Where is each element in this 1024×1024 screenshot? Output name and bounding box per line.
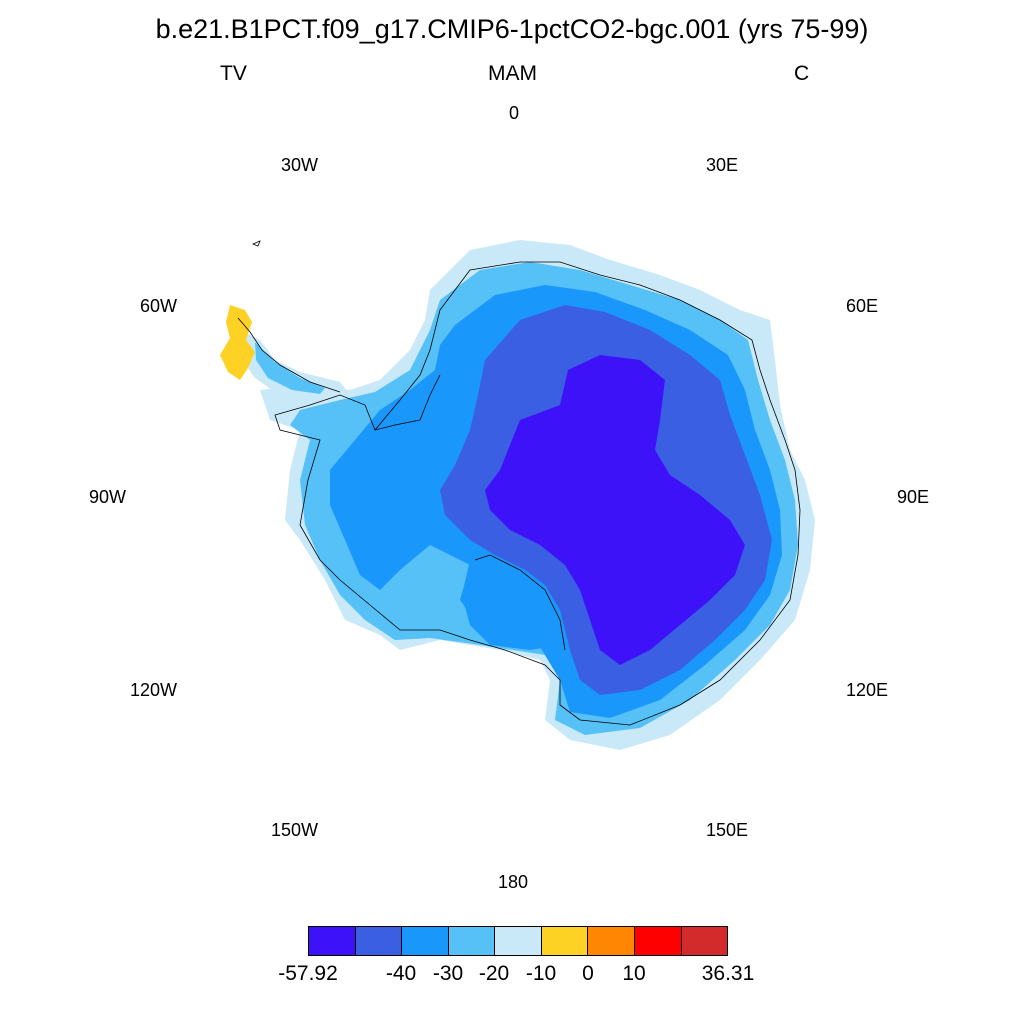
variable-label: TV [220,62,247,85]
lon-label-120e: 120E [846,680,889,700]
lon-label-120w: 120W [130,680,178,700]
lon-label-60e: 60E [846,296,879,316]
lon-label-30e: 30E [706,155,739,175]
lon-label-0: 0 [509,103,520,123]
lon-label-90w: 90W [89,487,127,507]
colorbar-label-max: 36.31 [701,962,755,985]
lon-label-180: 180 [498,872,529,892]
colorbar-box [588,927,635,955]
colorbar-label: 10 [622,962,646,985]
lon-label-60w: 60W [140,296,178,316]
contour-fill-positive-peninsula [220,305,255,380]
units-label: C [794,62,810,85]
colorbar-label: -30 [432,962,464,985]
colorbar-box [309,927,356,955]
colorbar-label-min: -57.92 [278,962,338,985]
colorbar-box [681,927,728,955]
lon-label-150w: 150W [271,820,319,840]
colorbar [308,926,728,956]
season-label: MAM [488,62,537,85]
lon-label-150e: 150E [706,820,749,840]
colorbar-label: 0 [582,962,594,985]
coastline [274,261,801,726]
contour-fill-ross-region [462,560,560,650]
coastline-ronne-ice-shelf [374,374,441,431]
colorbar-box [402,927,449,955]
colorbar-box [495,927,542,955]
lon-label-30w: 30W [281,155,319,175]
plot-title: b.e21.B1PCT.f09_g17.CMIP6-1pctCO2-bgc.00… [155,14,869,44]
coastline-peninsula [237,317,341,393]
colorbar-box [541,927,589,955]
colorbar-label: -40 [385,962,417,985]
colorbar-label: -10 [525,962,557,985]
colorbar-box [634,927,682,955]
colorbar-box [448,927,496,955]
contour-fill-peninsula [240,330,350,400]
lon-label-90e: 90E [897,487,930,507]
coastline-ross-ice-shelf [474,554,566,651]
island-outline [251,240,261,247]
colorbar-box [355,927,403,955]
contour-fill-min-band [485,355,745,665]
colorbar-label: -20 [478,962,510,985]
